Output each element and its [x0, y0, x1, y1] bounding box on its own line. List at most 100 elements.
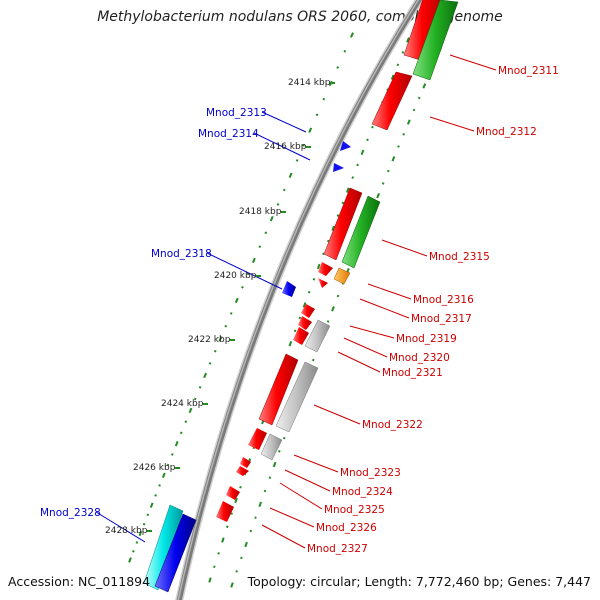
- gene-arrow-mnod-2325[interactable]: [236, 466, 249, 476]
- gene-arrow-mnod-2311-rna[interactable]: [412, 0, 459, 81]
- gene-label-mnod-2312[interactable]: Mnod_2312: [476, 126, 537, 138]
- gene-label-mnod-2328[interactable]: Mnod_2328: [40, 507, 101, 519]
- leader-line: [293, 454, 339, 473]
- ring-dot: [315, 113, 319, 117]
- ring-dot: [351, 176, 354, 179]
- gene-arrow-mnod-2323[interactable]: [248, 428, 267, 450]
- scale-label: 2418 kbp: [239, 207, 282, 217]
- ring-dot: [350, 32, 354, 38]
- ring-dot: [135, 541, 139, 544]
- ring-dot: [312, 278, 316, 281]
- ring-dot: [264, 231, 268, 235]
- ring-dot: [272, 461, 277, 468]
- gene-label-mnod-2319[interactable]: Mnod_2319: [396, 333, 457, 345]
- gene-label-mnod-2314[interactable]: Mnod_2314: [198, 128, 259, 140]
- ring-dot: [179, 431, 183, 435]
- ring-dot: [302, 144, 305, 147]
- gene-arrow-mnod-2328[interactable]: [154, 513, 197, 593]
- gene-label-mnod-2323[interactable]: Mnod_2323: [340, 467, 401, 479]
- gene-arrow-mnod-2321-pseudo[interactable]: [304, 319, 331, 353]
- scale-label: 2422 kbp: [188, 335, 231, 345]
- gene-arrow-mnod-2313[interactable]: [340, 141, 351, 151]
- gene-arrow-mnod-2322[interactable]: [258, 353, 299, 426]
- ring-dot: [316, 263, 321, 270]
- gene-arrow-mnod-2321[interactable]: [293, 327, 309, 345]
- gene-label-mnod-2316[interactable]: Mnod_2316: [413, 294, 474, 306]
- gene-arrow-mnod-2315[interactable]: [323, 187, 363, 261]
- ring-dot: [406, 37, 410, 43]
- gene-arrow-mnod-2323-pseudo[interactable]: [260, 433, 283, 461]
- leader-line: [381, 239, 428, 257]
- gene-labels: Mnod_2311 Mnod_2312 Mnod_2315 Mnod_2316 Mnod…: [40, 65, 559, 555]
- gene-arrow-orange[interactable]: [333, 267, 351, 285]
- ring-dot: [138, 530, 143, 537]
- gene-arrow-mnod-2320[interactable]: [298, 316, 312, 330]
- leader-line: [279, 482, 323, 510]
- ring-dot: [184, 420, 188, 424]
- gene-arrow-mnod-2328-rna[interactable]: [143, 504, 184, 591]
- leader-line: [206, 252, 283, 290]
- gene-arrow-mnod-2318[interactable]: [282, 281, 296, 297]
- gene-label-mnod-2313[interactable]: Mnod_2313: [206, 107, 267, 119]
- gene-label-mnod-2311[interactable]: Mnod_2311: [498, 65, 559, 77]
- ring-dot: [213, 349, 217, 353]
- gene-label-mnod-2325[interactable]: Mnod_2325: [324, 504, 385, 516]
- gene-arrow-mnod-2312[interactable]: [371, 71, 413, 131]
- ring-dot: [293, 329, 297, 333]
- gene-arrow-mnod-2326[interactable]: [226, 486, 240, 500]
- ring-dot: [336, 294, 340, 298]
- ring-dot: [251, 257, 256, 264]
- gene-arrow-mnod-2319[interactable]: [301, 304, 315, 318]
- scale-label: 2414 kbp: [288, 78, 331, 88]
- ring-dot: [208, 577, 212, 583]
- gene-label-mnod-2315[interactable]: Mnod_2315: [429, 251, 490, 263]
- ring-dot: [244, 541, 248, 548]
- ring-dot: [170, 453, 174, 456]
- gene-label-mnod-2324[interactable]: Mnod_2324: [332, 486, 393, 498]
- scale-label: 2426 kbp: [133, 463, 176, 473]
- ring-dot: [288, 172, 293, 178]
- leader-line: [284, 469, 331, 492]
- gene-label-mnod-2321[interactable]: Mnod_2321: [382, 367, 443, 379]
- leader-line: [349, 325, 395, 339]
- gene-arrow-mnod-2322-pseudo[interactable]: [275, 361, 319, 433]
- gene-label-mnod-2327[interactable]: Mnod_2327: [307, 543, 368, 555]
- ring-dot: [154, 494, 157, 497]
- ring-dot: [417, 96, 421, 100]
- gene-arrow-mnod-2315-rna[interactable]: [341, 195, 381, 269]
- ring-dot: [331, 306, 335, 312]
- gene-label-mnod-2322[interactable]: Mnod_2322: [362, 419, 423, 431]
- gene-label-mnod-2317[interactable]: Mnod_2317: [411, 313, 472, 325]
- ring-dot: [188, 407, 193, 414]
- leader-line: [95, 511, 146, 543]
- leader-line: [449, 54, 497, 71]
- ring-dot: [258, 245, 262, 249]
- gene-label-mnod-2320[interactable]: Mnod_2320: [389, 352, 450, 364]
- ring-dot: [312, 358, 315, 362]
- ring-dot: [254, 516, 257, 519]
- gene-arrow-mnod-2314[interactable]: [333, 163, 344, 172]
- ring-dot: [386, 169, 390, 173]
- gene-arrow-mnod-2324[interactable]: [240, 457, 251, 468]
- ring-dot: [331, 225, 336, 231]
- ring-dot: [282, 188, 286, 192]
- scale-tick: [256, 275, 261, 277]
- ring-dot: [258, 501, 262, 507]
- ring-dot: [336, 66, 340, 69]
- gene-arrow-mnod-2327[interactable]: [216, 501, 234, 522]
- tick-rings: [128, 32, 442, 588]
- leader-line: [253, 132, 311, 161]
- ring-dot: [208, 362, 212, 365]
- gene-label-mnod-2318[interactable]: Mnod_2318: [151, 248, 212, 260]
- leader-line: [343, 337, 388, 358]
- gene-label-mnod-2326[interactable]: Mnod_2326: [316, 522, 377, 534]
- ring-dot: [396, 63, 400, 67]
- gene-arrow-mnod-2316[interactable]: [318, 262, 333, 276]
- gene-arrow-mnod-2317[interactable]: [318, 278, 328, 288]
- ring-dot: [193, 397, 197, 401]
- ring-dot: [341, 201, 345, 205]
- ring-dot: [149, 502, 154, 508]
- ring-dot: [268, 476, 272, 479]
- leader-line: [269, 507, 315, 528]
- ring-dot: [226, 525, 229, 529]
